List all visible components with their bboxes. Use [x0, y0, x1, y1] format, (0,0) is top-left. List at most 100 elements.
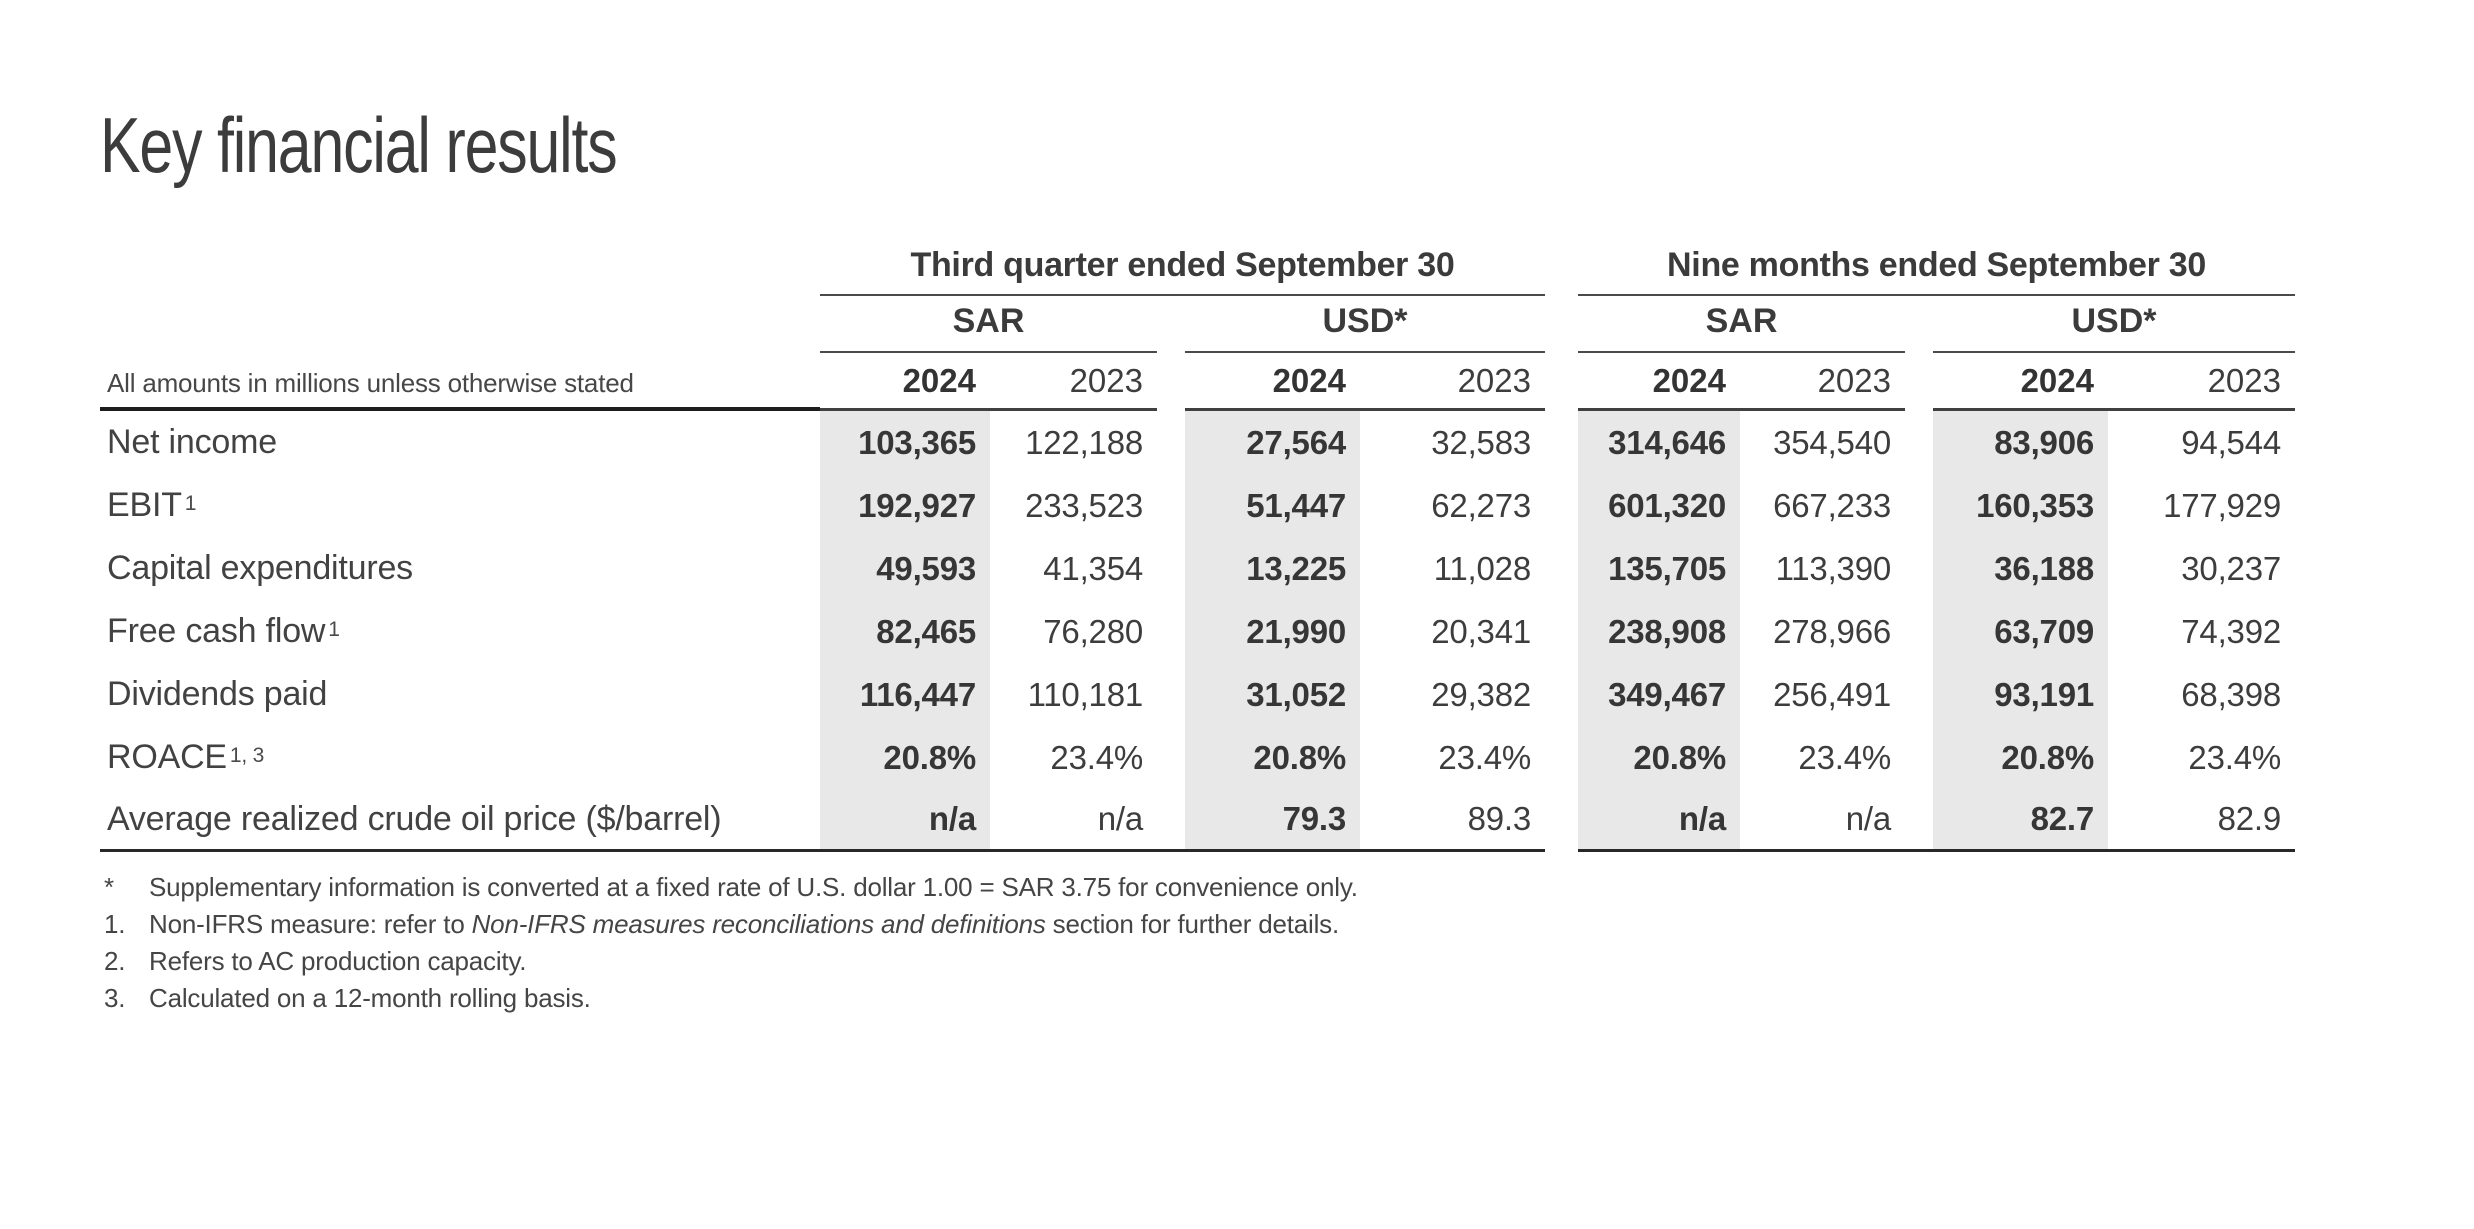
column-spacer	[1157, 411, 1185, 474]
cell-value: 79.3	[1185, 789, 1360, 852]
row-label-text: Average realized crude oil price ($/barr…	[107, 799, 722, 838]
cell-value: 82.7	[1933, 789, 2108, 852]
cell-value: 41,354	[1043, 549, 1143, 587]
cell-value: 20.8%	[1185, 726, 1360, 789]
spacer	[100, 296, 820, 353]
cell-value: 76,280	[1043, 612, 1143, 650]
spacer	[1157, 296, 1185, 353]
cell-value: 135,705	[1578, 537, 1740, 600]
cell-value: 233,523	[1025, 486, 1143, 524]
cell-value: 29,382	[1431, 675, 1531, 713]
footnote-line: 1. Non-IFRS measure: refer to Non-IFRS m…	[100, 906, 1358, 943]
row-label-text: Free cash flow	[107, 612, 326, 650]
column-spacer	[1545, 411, 1578, 474]
cell-value: 667,233	[1773, 486, 1891, 524]
cell-value: 23.4%	[1438, 738, 1531, 776]
cell-value: 314,646	[1578, 411, 1740, 474]
footnote-text: Supplementary information is converted a…	[149, 872, 1358, 903]
cell-value: 177,929	[2163, 486, 2281, 524]
column-spacer	[1545, 789, 1578, 852]
cell-value: 83,906	[1933, 411, 2108, 474]
footnote-marker: 1.	[104, 909, 126, 939]
row-label: EBIT 1	[100, 474, 820, 537]
cell-value: 122,188	[1025, 423, 1143, 461]
cell-value: 32,583	[1431, 423, 1531, 461]
year-header: 2024	[1185, 353, 1360, 411]
spacer	[100, 240, 820, 296]
cell-value: 89.3	[1360, 789, 1545, 852]
footnote-line: 2. Refers to AC production capacity.	[100, 943, 1358, 980]
cell-value: 192,927	[820, 474, 990, 537]
cell-value: 20.8%	[820, 726, 990, 789]
footnote-line: 3. Calculated on a 12-month rolling basi…	[100, 980, 1358, 1017]
cell-value: 349,467	[1578, 663, 1740, 726]
spacer	[1545, 240, 1578, 296]
year-header: 2023	[1360, 353, 1545, 411]
cell-value: 36,188	[1933, 537, 2108, 600]
footnote-text: Refers to AC production capacity.	[149, 946, 527, 977]
row-label: Net income	[100, 411, 820, 474]
cell-value: 23.4%	[1050, 738, 1143, 776]
currency-header-q3-usd: USD*	[1185, 296, 1545, 353]
cell-value: n/a	[820, 789, 990, 852]
year-header: 2023	[2108, 353, 2295, 411]
currency-header-nm-usd: USD*	[1933, 296, 2295, 353]
year-header: 2024	[1933, 353, 2108, 411]
column-spacer	[1545, 726, 1578, 789]
column-spacer	[1157, 353, 1185, 411]
column-spacer	[1905, 537, 1933, 600]
cell-value: 21,990	[1185, 600, 1360, 663]
cell-value: 13,225	[1185, 537, 1360, 600]
cell-value: 110,181	[1027, 675, 1144, 713]
row-label-text: EBIT	[107, 486, 182, 524]
currency-header-nm-sar: SAR	[1578, 296, 1905, 353]
group-header-nine-months: Nine months ended September 30	[1578, 240, 2295, 296]
footnote-text-part: section for further details.	[1045, 909, 1340, 939]
column-spacer	[1157, 789, 1185, 852]
year-header: 2023	[1740, 353, 1905, 411]
column-spacer	[1157, 663, 1185, 726]
column-spacer	[1905, 411, 1933, 474]
row-label-text: Net income	[107, 423, 277, 461]
column-spacer	[1157, 600, 1185, 663]
column-spacer	[1157, 474, 1185, 537]
row-label: Capital expenditures	[100, 537, 820, 600]
footnote-text-part: Supplementary information is converted a…	[149, 872, 1358, 902]
column-spacer	[1905, 600, 1933, 663]
cell-value: 93,191	[1933, 663, 2108, 726]
row-label: Free cash flow 1	[100, 600, 820, 663]
cell-value: 30,237	[2181, 549, 2281, 587]
footnote-marker: *	[104, 872, 114, 902]
cell-value: 94,544	[2181, 423, 2281, 461]
cell-value: 20.8%	[1933, 726, 2108, 789]
cell-value: 82.9	[2108, 789, 2295, 852]
cell-value: 103,365	[820, 411, 990, 474]
footnote-ref: 1, 3	[229, 743, 265, 767]
cell-value: 11,028	[1433, 549, 1531, 587]
financial-results-table: Third quarter ended September 30 Nine mo…	[100, 240, 2295, 852]
column-spacer	[1905, 353, 1933, 411]
year-header: 2024	[1578, 353, 1740, 411]
footnote-text: Calculated on a 12-month rolling basis.	[149, 983, 591, 1014]
column-spacer	[1157, 726, 1185, 789]
row-label-text: ROACE	[107, 738, 227, 776]
column-spacer	[1545, 600, 1578, 663]
cell-value: 68,398	[2181, 675, 2281, 713]
footnote-text: Non-IFRS measure: refer to Non-IFRS meas…	[149, 909, 1339, 940]
cell-value: n/a	[1740, 789, 1905, 852]
cell-value: 23.4%	[1798, 738, 1891, 776]
row-label: Average realized crude oil price ($/barr…	[100, 789, 820, 852]
cell-value: n/a	[1578, 789, 1740, 852]
cell-value: 27,564	[1185, 411, 1360, 474]
cell-value: 601,320	[1578, 474, 1740, 537]
column-spacer	[1545, 353, 1578, 411]
amounts-note: All amounts in millions unless otherwise…	[100, 353, 820, 411]
cell-value: 31,052	[1185, 663, 1360, 726]
footnote-text-italic: Non-IFRS measures reconciliations and de…	[471, 909, 1046, 939]
cell-value: 256,491	[1773, 675, 1891, 713]
column-spacer	[1905, 474, 1933, 537]
footnote-text-part: Calculated on a 12-month rolling basis.	[149, 983, 591, 1013]
spacer	[1905, 296, 1933, 353]
cell-value: 20,341	[1431, 612, 1531, 650]
footnote-line: * Supplementary information is converted…	[100, 869, 1358, 906]
